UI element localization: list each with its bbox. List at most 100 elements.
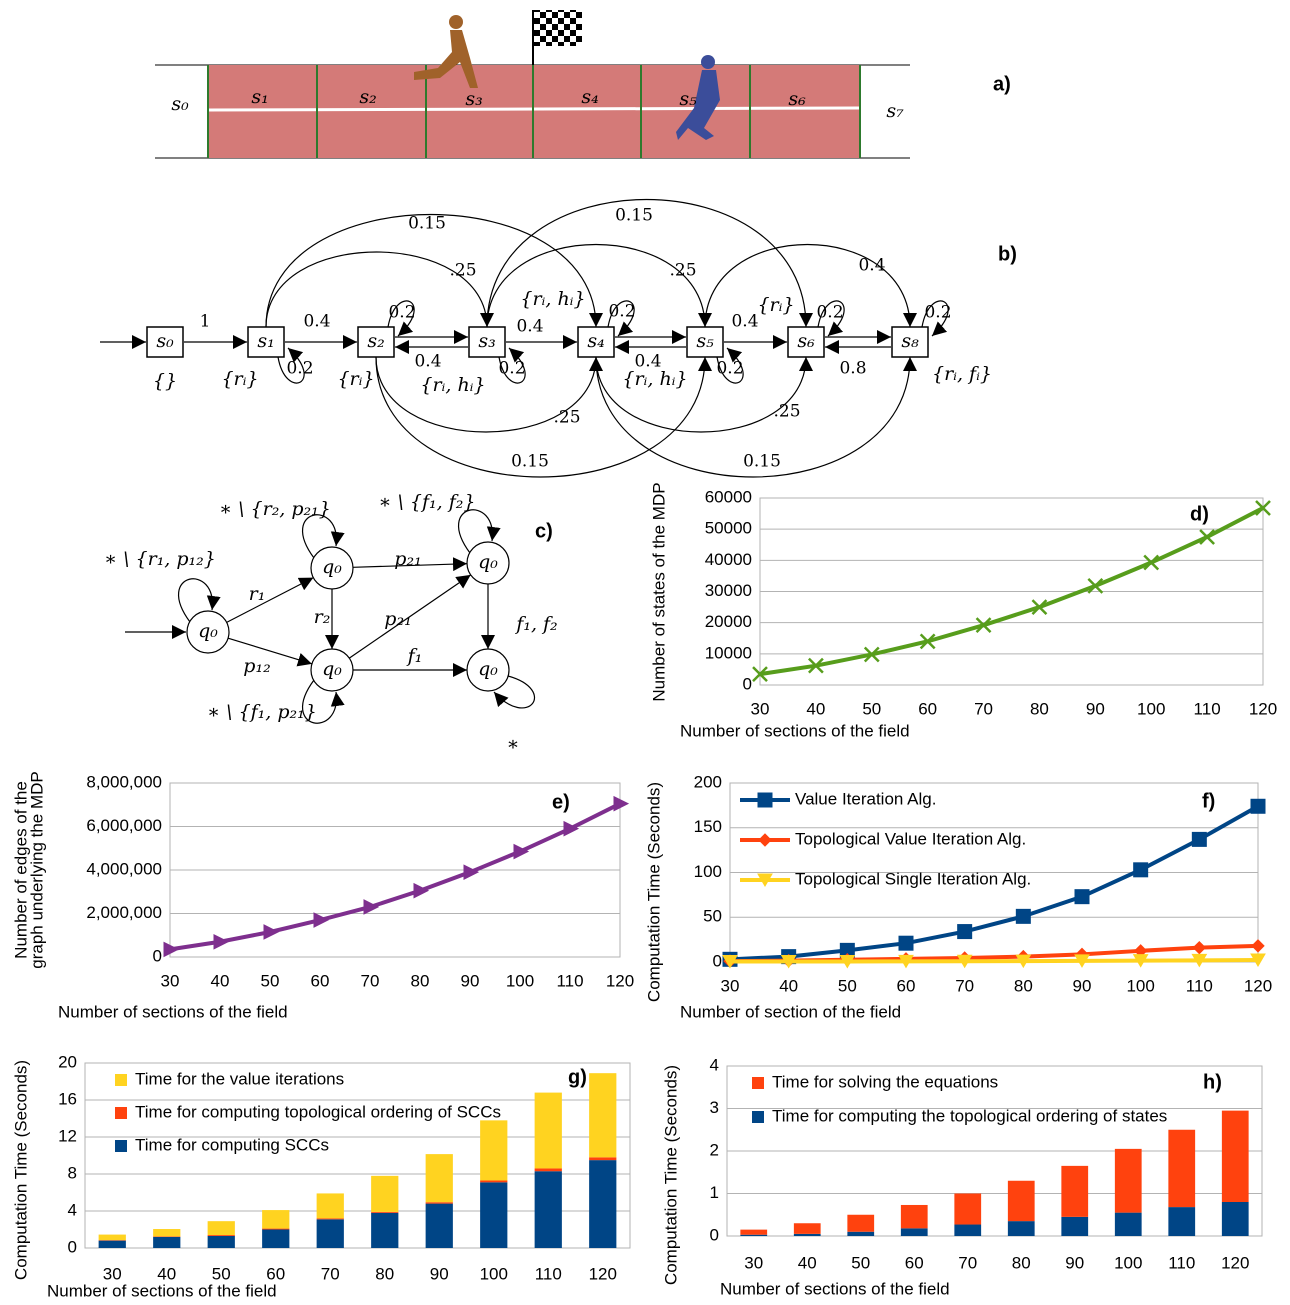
legend-label: Time for computing the topological order…	[772, 1106, 1167, 1125]
marker	[314, 913, 328, 927]
marker	[1193, 942, 1205, 954]
y-tick-label: 150	[694, 817, 722, 836]
x-tick-label: 110	[1194, 699, 1221, 718]
y-tick-label: 200	[694, 772, 722, 791]
x-tick-label: 120	[606, 971, 634, 990]
x-tick-label: 120	[589, 1264, 617, 1283]
bar-segment	[954, 1225, 981, 1236]
bar-segment	[1061, 1217, 1088, 1236]
edge-label: r₂	[314, 606, 331, 628]
bar-segment	[1008, 1221, 1035, 1236]
bar-segment	[535, 1171, 562, 1248]
x-tick-label: 90	[430, 1264, 449, 1283]
x-tick-label: 90	[1086, 699, 1105, 718]
x-axis-title: Number of sections of the field	[47, 1281, 277, 1300]
x-tick-label: 70	[361, 971, 380, 990]
x-tick-label: 80	[375, 1264, 394, 1283]
edge-label: p₂₁	[394, 548, 421, 570]
bar-segment	[371, 1212, 398, 1213]
y-tick-label: 4	[68, 1200, 77, 1219]
legend-swatch	[115, 1140, 127, 1152]
y-tick-label: 2	[710, 1140, 719, 1159]
edge-label: .25	[669, 261, 696, 281]
edge-label: 0.4	[414, 352, 441, 372]
x-tick-label: 30	[744, 1253, 763, 1272]
panel-label: b)	[998, 243, 1017, 265]
bar-segment	[901, 1228, 928, 1236]
bar-segment	[740, 1235, 767, 1236]
bar-segment	[99, 1235, 126, 1241]
chart: 02,000,0004,000,0006,000,0008,000,000Num…	[11, 771, 634, 1021]
edge-label: 0.15	[408, 214, 446, 234]
state-annotation: {rᵢ, fᵢ}	[932, 363, 992, 385]
state-annotation: {rᵢ, hᵢ}	[420, 374, 485, 396]
bar-segment	[589, 1160, 616, 1248]
legend-swatch	[115, 1107, 127, 1119]
x-tick-label: 50	[838, 976, 857, 995]
y-tick-label: 0	[68, 1237, 77, 1256]
bar-segment	[262, 1230, 289, 1249]
y-tick-label: 40000	[705, 550, 752, 569]
edge-label: 0.2	[924, 303, 951, 323]
section-label: s₄	[581, 86, 598, 108]
bar-segment	[1115, 1149, 1142, 1213]
marker	[1192, 832, 1206, 846]
section-label: s₆	[788, 88, 806, 110]
bar-segment	[1168, 1130, 1195, 1207]
state-annotation: {rᵢ, hᵢ}	[520, 288, 585, 310]
x-tick-label: 90	[461, 971, 480, 990]
bar-segment	[208, 1235, 235, 1236]
x-tick-label: 50	[862, 699, 881, 718]
bar-segment	[480, 1120, 507, 1180]
state-label: s₀	[156, 330, 174, 352]
bar-segment	[262, 1210, 289, 1229]
bar-segment	[426, 1204, 453, 1248]
y-tick-label: 0	[743, 674, 752, 693]
edge-label: 0.15	[511, 452, 549, 472]
edge	[487, 245, 705, 328]
x-tick-label: 110	[1168, 1253, 1195, 1272]
bar-segment	[153, 1237, 180, 1248]
mdp-diagram: s₀s₁s₂s₃s₄s₅s₆s₈{}{rᵢ}{rᵢ}{rᵢ, hᵢ}{rᵢ, h…	[100, 200, 1017, 478]
section-label: s₁	[251, 86, 268, 108]
marker	[264, 925, 278, 939]
state-annotation: {}	[153, 370, 177, 392]
x-tick-label: 120	[1221, 1253, 1249, 1272]
legend-swatch	[752, 1077, 764, 1089]
state-annotation: {rᵢ}	[221, 368, 258, 390]
y-tick-label: 0	[713, 951, 722, 970]
x-tick-label: 90	[1073, 976, 1092, 995]
x-tick-label: 110	[1186, 976, 1213, 995]
y-tick-label: 4	[710, 1055, 719, 1074]
state-label: s₂	[367, 330, 384, 352]
marker	[614, 797, 628, 811]
automaton-diagram: q₀q₀q₀q₀q₀r₁p₁₂p₂₁r₂p₂₁f₁f₁, f₂∗ \ {r₁, …	[104, 491, 558, 755]
y-tick-label: 100	[694, 862, 722, 881]
bar-segment	[426, 1202, 453, 1203]
x-tick-label: 40	[806, 699, 825, 718]
legend-label: Topological Single Iteration Alg.	[795, 869, 1031, 888]
edge-label: ∗ \ {f₁, f₂}	[379, 491, 476, 513]
legend-label: Time for computing topological ordering …	[135, 1102, 501, 1121]
state-label: q₀	[478, 658, 498, 680]
x-tick-label: 40	[798, 1253, 817, 1272]
section-label: s₂	[359, 86, 376, 108]
x-tick-label: 60	[905, 1253, 924, 1272]
edge-label: p₁₂	[243, 655, 270, 677]
edge-label: p₂₁	[384, 608, 411, 630]
bar-segment	[371, 1176, 398, 1212]
x-tick-label: 60	[918, 699, 937, 718]
x-axis-title: Number of sections of the field	[680, 721, 910, 740]
legend-label: Time for the value iterations	[135, 1069, 344, 1088]
bar-segment	[847, 1232, 874, 1236]
state-label: s₁	[257, 330, 274, 352]
x-tick-label: 50	[261, 971, 280, 990]
edge-label: 0.2	[388, 303, 415, 323]
marker	[1016, 909, 1030, 923]
bar-segment	[480, 1180, 507, 1182]
bar-segment	[1061, 1166, 1088, 1217]
state-label: s₅	[696, 330, 714, 352]
marker	[1134, 863, 1148, 877]
legend-label: Time for solving the equations	[772, 1072, 998, 1091]
